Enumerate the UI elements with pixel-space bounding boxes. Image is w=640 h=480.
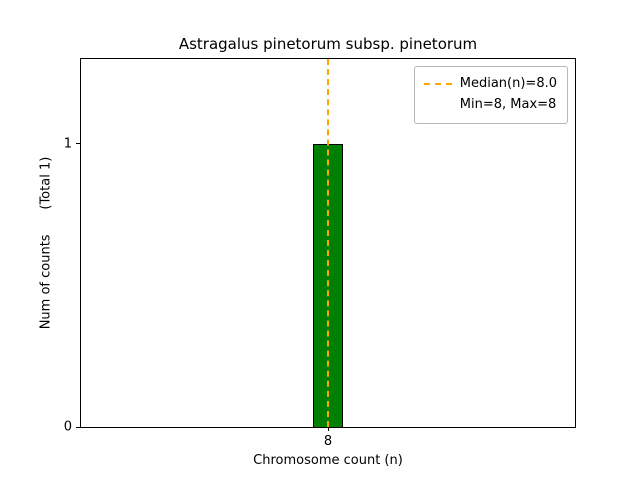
y-tick-1-label: 1	[63, 136, 72, 152]
legend-label-median: Median(n)=8.0	[459, 76, 557, 91]
legend: Median(n)=8.0 Min=8, Max=8	[413, 66, 568, 124]
y-tick-1-mark	[76, 143, 80, 145]
legend-entry-minmax: Min=8, Max=8	[424, 95, 557, 116]
x-tick-8-mark	[327, 427, 329, 431]
legend-entry-median: Median(n)=8.0	[423, 74, 557, 95]
y-tick-0-mark	[76, 426, 80, 428]
x-tick-8-label: 8	[323, 434, 333, 449]
median-dashed-line	[327, 59, 329, 427]
y-axis-label: Num of counts (Total 1)	[38, 156, 54, 330]
chart-title: Astragalus pinetorum subsp. pinetorum	[178, 35, 478, 53]
plot-area: Median(n)=8.0 Min=8, Max=8 0 1 8	[64, 58, 576, 449]
legend-label-minmax: Min=8, Max=8	[459, 96, 557, 112]
y-tick-0-label: 0	[63, 419, 72, 435]
x-axis-label: Chromosome count (n)	[253, 453, 403, 468]
dashed-line-icon	[423, 83, 452, 86]
